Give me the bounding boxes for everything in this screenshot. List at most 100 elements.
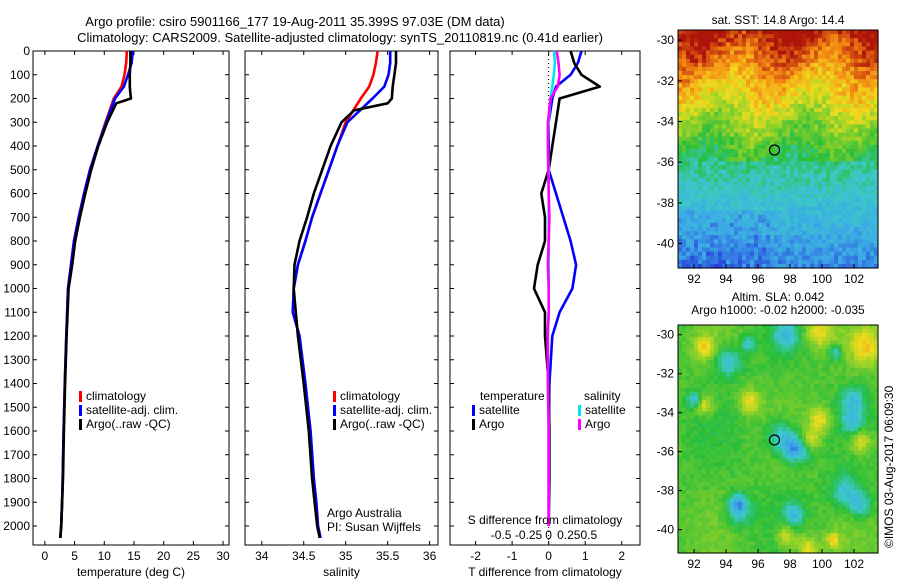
- header-line-2: Climatology: CARS2009. Satellite-adjuste…: [77, 30, 603, 45]
- legend-label: satellite-adj. clim.: [340, 403, 432, 417]
- float-annotation: PI: Susan Wijffels: [327, 520, 421, 534]
- legend-label: climatology: [340, 389, 400, 403]
- y-tick-label: 700: [10, 210, 30, 224]
- differences-xlabel: T difference from climatology: [468, 565, 622, 579]
- y-tick-label: 2000: [3, 519, 30, 533]
- x-tick-label: 102: [844, 272, 864, 286]
- y-tick-label: 100: [10, 68, 30, 82]
- x-tick-label: 92: [687, 557, 701, 571]
- legend-swatch: [79, 391, 82, 402]
- y-tick-label: 200: [10, 92, 30, 106]
- legend-swatch: [578, 405, 581, 416]
- x-tick-label: 35: [339, 549, 353, 563]
- sst-map-frame: [677, 29, 879, 269]
- y-tick-label: -38: [657, 196, 675, 210]
- s-tick-label: 0: [545, 528, 552, 542]
- x-tick-label: -1: [507, 549, 518, 563]
- y-tick-label: -30: [657, 328, 675, 342]
- sla-map-frame: [677, 324, 879, 554]
- legend-title: salinity: [584, 389, 621, 403]
- x-tick-label: 0: [545, 549, 552, 563]
- series-line-s-argo: [546, 50, 561, 526]
- y-tick-label: -38: [657, 484, 675, 498]
- map-title: sat. SST: 14.8 Argo: 14.4: [712, 13, 845, 27]
- charts-layer: 0100200300400500600700800900100011001200…: [3, 13, 879, 579]
- y-tick-label: 1500: [3, 400, 30, 414]
- differences-axes-box: [449, 50, 641, 546]
- x-tick-label: 96: [751, 557, 765, 571]
- s-tick-label: -0.5: [491, 528, 512, 542]
- s-tick-label: 0.5: [581, 528, 598, 542]
- s-diff-label: S difference from climatology: [468, 513, 623, 527]
- map-title: Altim. SLA: 0.042: [732, 290, 825, 304]
- x-tick-label: 34.5: [292, 549, 316, 563]
- salinity-panel: 34 34.5 35 35.5 36 salinity climatologysatelli…: [244, 50, 439, 579]
- y-tick-label: 600: [10, 187, 30, 201]
- legend-label: Argo(..raw -QC): [340, 417, 425, 431]
- legend-swatch: [333, 419, 336, 430]
- legend-label: climatology: [86, 389, 146, 403]
- x-tick-label: 36: [423, 549, 437, 563]
- differences-panel: -2 -1 0 1 2 T difference from climatology temp…: [449, 50, 641, 579]
- y-tick-label: -32: [657, 367, 675, 381]
- x-tick-label: 100: [812, 272, 832, 286]
- s-tick-label: -0.25: [515, 528, 543, 542]
- legend-swatch: [79, 419, 82, 430]
- x-tick-label: -2: [470, 549, 481, 563]
- temperature-panel: 0100200300400500600700800900100011001200…: [3, 44, 230, 579]
- legend-swatch: [472, 405, 475, 416]
- x-tick-label: 35.5: [376, 549, 400, 563]
- argo-location-marker: [768, 144, 781, 156]
- float-annotation: Argo Australia: [327, 506, 402, 520]
- sst-map-field: [678, 30, 879, 269]
- y-tick-label: 1900: [3, 495, 30, 509]
- legend-label: Argo(..raw -QC): [86, 417, 171, 431]
- legend-swatch: [79, 405, 82, 416]
- y-tick-label: -34: [657, 406, 675, 420]
- y-tick-label: 1300: [3, 353, 30, 367]
- legend-title: temperature: [480, 389, 545, 403]
- legend-label: satellite: [585, 403, 626, 417]
- y-tick-label: 900: [10, 258, 30, 272]
- sla-map-field: [678, 325, 879, 554]
- y-tick-label: 0: [23, 44, 30, 58]
- x-tick-label: 96: [751, 272, 765, 286]
- legend-swatch: [472, 419, 475, 430]
- x-tick-label: 2: [618, 549, 625, 563]
- y-tick-label: 1200: [3, 329, 30, 343]
- x-tick-label: 98: [783, 272, 797, 286]
- x-tick-label: 92: [687, 272, 701, 286]
- legend-swatch: [333, 405, 336, 416]
- x-tick-label: 5: [71, 549, 78, 563]
- legend-swatch: [578, 419, 581, 430]
- legend-label: satellite-adj. clim.: [86, 403, 178, 417]
- legend-swatch: [333, 391, 336, 402]
- y-tick-label: 500: [10, 163, 30, 177]
- header-line-1: Argo profile: csiro 5901166_177 19-Aug-2…: [85, 14, 504, 29]
- x-tick-label: 98: [783, 557, 797, 571]
- x-tick-label: 10: [98, 549, 112, 563]
- y-tick-label: 1800: [3, 472, 30, 486]
- salinity-xlabel: salinity: [323, 565, 360, 579]
- map-subtitle: Argo h1000: -0.02 h2000: -0.035: [691, 303, 865, 317]
- y-tick-label: -36: [657, 155, 675, 169]
- legend-label: Argo: [479, 417, 505, 431]
- y-tick-label: 300: [10, 115, 30, 129]
- y-tick-label: 1600: [3, 424, 30, 438]
- y-tick-label: -30: [657, 33, 675, 47]
- y-tick-label: -40: [657, 237, 675, 251]
- x-tick-label: 1: [582, 549, 589, 563]
- imos-credit: ©IMOS 03-Aug-2017 06:09:30: [882, 385, 896, 548]
- x-tick-label: 15: [127, 549, 141, 563]
- y-tick-label: -36: [657, 445, 675, 459]
- s-tick-label: 0.25: [557, 528, 581, 542]
- x-tick-label: 94: [719, 272, 733, 286]
- y-tick-label: 1100: [4, 305, 30, 319]
- legend-label: Argo: [585, 417, 611, 431]
- x-tick-label: 94: [719, 557, 733, 571]
- y-tick-label: 1000: [3, 282, 30, 296]
- y-tick-label: -40: [657, 523, 675, 537]
- legend-label: satellite: [479, 403, 520, 417]
